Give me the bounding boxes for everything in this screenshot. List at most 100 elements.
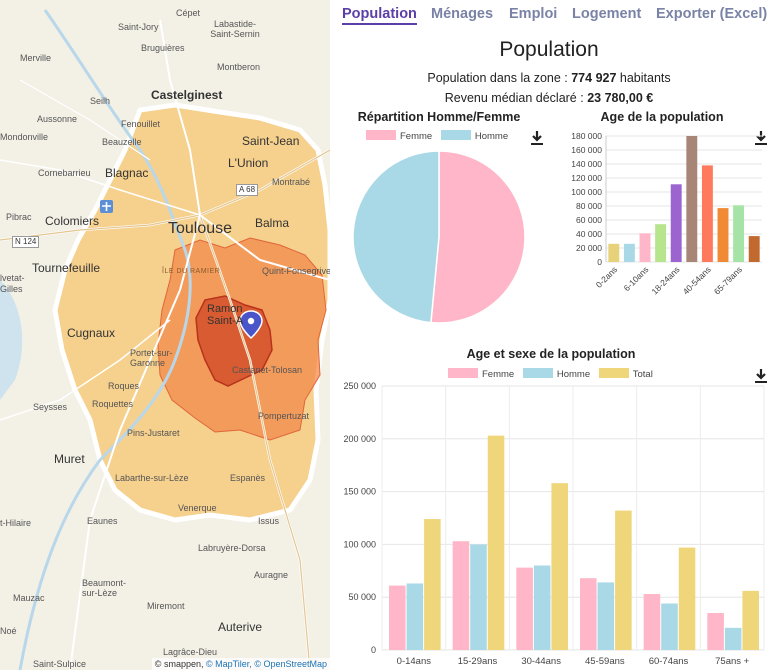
x-tick-label: 18-24ans	[649, 264, 681, 296]
bar-25-39ans	[686, 136, 698, 262]
x-tick-label: 45-59ans	[585, 656, 625, 667]
road-badge: A 68	[236, 184, 259, 196]
download-icon[interactable]	[754, 368, 768, 384]
tab-bar: Population Ménages Emploi Logement Expor…	[330, 0, 768, 32]
bar-11-17ans	[655, 224, 667, 262]
bar-total-0-14ans	[424, 519, 441, 650]
y-tick-label: 20 000	[576, 243, 602, 253]
y-tick-label: 0	[371, 645, 376, 655]
y-tick-label: 40 000	[576, 229, 602, 239]
bar-femme-30-44ans	[516, 567, 533, 650]
x-tick-label: 0-2ans	[594, 264, 619, 289]
bar-homme-75ans +	[724, 627, 742, 650]
bar-homme-0-14ans	[406, 583, 424, 650]
bar-homme-60-74ans	[661, 603, 678, 650]
x-tick-label: 6-10ans	[622, 264, 651, 293]
y-tick-label: 200 000	[343, 434, 376, 444]
y-tick-label: 150 000	[343, 487, 376, 497]
legend-swatch-homme	[522, 368, 553, 378]
legend-swatch-total	[598, 368, 629, 378]
bar-femme-45-59ans	[580, 578, 597, 650]
pie-chart	[352, 150, 526, 324]
map-attribution: © smappen, © MapTiler, © OpenStreetMap	[151, 658, 330, 670]
bar-55-64ans	[717, 208, 729, 262]
bar-18-24ans	[670, 184, 682, 262]
x-tick-label: 40-54ans	[681, 264, 713, 296]
tab-logement[interactable]: Logement	[572, 6, 642, 22]
tab-menages[interactable]: Ménages	[431, 6, 494, 22]
map-canvas[interactable]	[0, 0, 330, 670]
population-stat: Population dans la zone : 774 927 habita…	[330, 71, 768, 85]
pie-chart-title: Répartition Homme/Femme	[357, 110, 521, 124]
pie-slice-femme	[430, 150, 526, 324]
x-tick-label: 60-74ans	[649, 656, 689, 667]
bar-0-2ans	[608, 243, 620, 262]
x-tick-label: 0-14ans	[397, 656, 432, 667]
y-tick-label: 180 000	[571, 131, 602, 141]
openstreetmap-link[interactable]: © OpenStreetMap	[254, 659, 327, 669]
legend-total: Total	[632, 369, 653, 380]
location-pin-icon	[239, 310, 263, 340]
revenue-label: Revenu médian déclaré :	[444, 91, 584, 105]
legend-homme: Homme	[474, 131, 509, 142]
road-badge: N 124	[12, 236, 40, 248]
age-sex-legend: Femme Homme Total	[442, 368, 653, 380]
bar-homme-30-44ans	[533, 565, 551, 650]
pie-legend: Femme Homme	[360, 130, 508, 142]
revenue-stat: Revenu médian déclaré : 23 780,00 €	[330, 91, 768, 105]
x-tick-label: 65-79ans	[712, 264, 744, 296]
tab-population[interactable]: Population	[342, 6, 417, 25]
tab-exporter-excel[interactable]: Exporter (Excel)	[656, 6, 768, 22]
bar-femme-60-74ans	[643, 594, 661, 650]
bar-3-5ans	[623, 243, 635, 262]
y-tick-label: 0	[597, 257, 602, 267]
maptiler-link[interactable]: © MapTiler,	[206, 659, 252, 669]
legend-swatch-femme	[366, 130, 396, 140]
bar-80ans +	[748, 236, 760, 262]
age-sex-chart-title: Age et sexe de la population	[466, 347, 636, 361]
legend-swatch-homme	[440, 130, 471, 140]
x-tick-label: 30-44ans	[521, 656, 561, 667]
population-label: Population dans la zone :	[427, 71, 568, 85]
y-tick-label: 250 000	[343, 381, 376, 391]
attribution-smappen: smappen,	[163, 659, 204, 669]
bar-65-79ans	[733, 205, 745, 262]
age-sex-bar-chart: 0 50 000 100 000 150 000 200 000 250 000 0-14a…	[343, 381, 765, 667]
bar-homme-15-29ans	[470, 544, 487, 650]
y-tick-label: 50 000	[348, 592, 376, 602]
age-bar-chart: 0 20 000 40 000 60 000 80 000 100 000 120 000 1…	[571, 131, 762, 296]
population-unit: habitants	[619, 71, 671, 85]
y-tick-label: 80 000	[576, 201, 602, 211]
legend-femme: Femme	[400, 131, 433, 142]
x-tick-label: 15-29ans	[458, 656, 498, 667]
revenue-value: 23 780,00 €	[587, 91, 654, 105]
y-tick-label: 140 000	[571, 159, 602, 169]
bar-femme-75ans +	[707, 613, 724, 650]
attribution-copy: ©	[154, 659, 162, 669]
x-tick-label: 75ans +	[715, 656, 750, 667]
legend-femme: Femme	[482, 369, 515, 380]
page-title: Population	[499, 38, 599, 61]
bar-femme-15-29ans	[452, 541, 470, 650]
legend-homme: Homme	[556, 369, 591, 380]
bar-total-15-29ans	[487, 435, 505, 650]
bar-total-30-44ans	[551, 483, 568, 650]
y-tick-label: 120 000	[571, 173, 602, 183]
age-chart-title: Age de la population	[600, 110, 724, 124]
bar-6-10ans	[639, 233, 651, 262]
pie-slice-homme	[352, 150, 440, 324]
bar-total-45-59ans	[615, 510, 632, 650]
y-tick-label: 100 000	[343, 539, 376, 549]
bar-total-75ans +	[742, 590, 759, 650]
map-view[interactable]: Cépet Saint-Jory Labastide- Saint-Sernin…	[0, 0, 330, 670]
bar-total-60-74ans	[678, 547, 696, 650]
y-tick-label: 60 000	[576, 215, 602, 225]
legend-swatch-femme	[448, 368, 478, 378]
download-icon[interactable]	[530, 130, 544, 146]
tab-emploi[interactable]: Emploi	[509, 6, 558, 22]
bar-femme-0-14ans	[389, 585, 406, 650]
population-value: 774 927	[571, 71, 617, 85]
y-tick-label: 100 000	[571, 187, 602, 197]
stats-panel: Population Ménages Emploi Logement Expor…	[330, 0, 768, 670]
bar-homme-45-59ans	[597, 582, 615, 650]
